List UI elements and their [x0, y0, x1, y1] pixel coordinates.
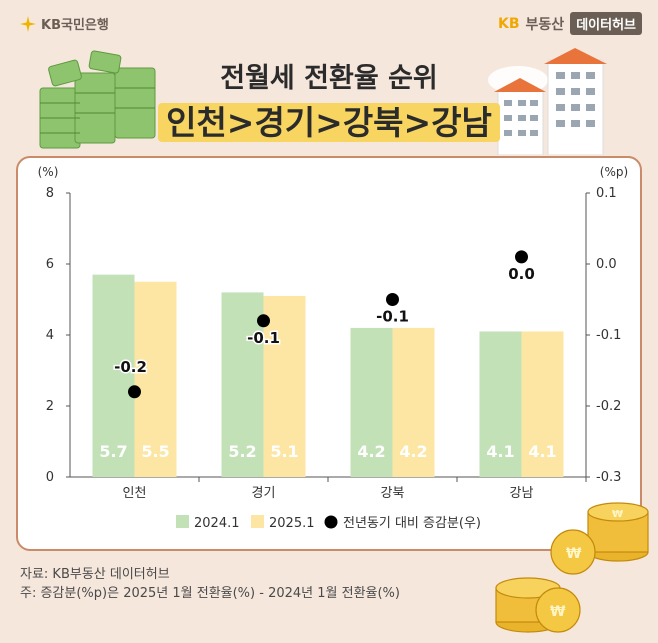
svg-text:₩: ₩	[566, 546, 582, 562]
bar-value-label: 5.7	[99, 442, 127, 461]
title-line1: 전월세 전환율 순위	[220, 63, 438, 94]
bar	[221, 292, 264, 477]
change-value-label: 0.0	[508, 265, 535, 283]
calculation-note: 주: 증감분(%p)은 2025년 1월 전환율(%) - 2024년 1월 전…	[20, 586, 400, 601]
category-label: 인천	[123, 486, 147, 501]
legend-label: 전년동기 대비 증감분(우)	[343, 516, 481, 531]
change-value-label: -0.1	[247, 329, 280, 347]
bank-logo: KB국민은행	[20, 14, 109, 33]
money-stack-icon	[39, 50, 156, 149]
brand-logo: KB 부동산 데이터허브	[498, 12, 642, 35]
right-tick-label: 0.0	[596, 257, 617, 272]
bar-value-label: 4.2	[399, 442, 427, 461]
title-line2-text: 인천>경기>강북>강남	[158, 103, 500, 142]
kb-star-icon	[20, 15, 36, 32]
right-tick-label: -0.1	[596, 328, 621, 343]
right-tick-label: -0.3	[596, 470, 621, 485]
bar	[479, 331, 522, 477]
gold-coins-icon: ₩ ₩ ₩	[495, 502, 649, 633]
left-axis-unit: (%)	[38, 165, 59, 179]
title-line2: 인천>경기>강북>강남	[0, 96, 658, 144]
bar-value-label: 4.1	[528, 442, 556, 461]
left-tick-label: 4	[46, 328, 54, 343]
chart-svg: (%) (%p) 0 2 4 6 8 -0.3 -0.2 -0.1 0.0 0.1 인천 5.7 5.5 -0…	[38, 165, 629, 531]
legend-label: 2025.1	[269, 516, 315, 531]
change-value-label: -0.1	[376, 308, 409, 326]
bar	[134, 281, 177, 477]
bar	[92, 274, 135, 477]
change-dot	[128, 385, 141, 399]
bank-name: KB국민은행	[41, 18, 109, 33]
right-tick-label: 0.1	[596, 186, 617, 201]
category-label: 경기	[252, 486, 276, 501]
bar-value-label: 5.1	[270, 442, 298, 461]
left-tick-label: 2	[46, 399, 54, 414]
category-label: 강북	[381, 486, 405, 501]
change-dot	[257, 314, 270, 328]
source-note: 자료: KB부동산 데이터허브	[20, 567, 170, 582]
bar-value-label: 4.2	[357, 442, 385, 461]
change-dot	[515, 250, 528, 264]
svg-text:₩: ₩	[612, 509, 623, 520]
change-dot	[386, 293, 399, 306]
left-tick-label: 0	[46, 470, 54, 485]
bar	[350, 327, 393, 477]
legend-label: 2024.1	[194, 516, 240, 531]
brand-badge: 데이터허브	[570, 12, 642, 35]
apartment-buildings-icon	[488, 48, 607, 155]
bar-value-label: 4.1	[486, 442, 514, 461]
legend-dot	[324, 515, 338, 529]
right-axis-unit: (%p)	[600, 165, 628, 179]
change-value-label: -0.2	[114, 358, 147, 376]
bar	[263, 295, 306, 477]
category-label: 강남	[510, 486, 534, 501]
footer: 자료: KB부동산 데이터허브 주: 증감분(%p)은 2025년 1월 전환율…	[20, 565, 400, 603]
bar-value-label: 5.2	[228, 442, 256, 461]
header: KB국민은행 KB 부동산 데이터허브	[0, 0, 658, 160]
chart-panel: (%) (%p) 0 2 4 6 8 -0.3 -0.2 -0.1 0.0 0.1 인천 5.7 5.5 -0…	[16, 156, 642, 551]
bar	[521, 331, 564, 477]
left-tick-label: 6	[46, 257, 54, 272]
bar-value-label: 5.5	[141, 442, 169, 461]
legend-swatch	[251, 515, 264, 528]
brand-name: 부동산	[525, 16, 565, 33]
right-tick-label: -0.2	[596, 399, 621, 414]
bar	[392, 327, 435, 477]
svg-text:₩: ₩	[550, 604, 566, 620]
legend-swatch	[176, 515, 189, 528]
left-tick-label: 8	[46, 186, 54, 201]
brand-kb: KB	[498, 15, 520, 32]
